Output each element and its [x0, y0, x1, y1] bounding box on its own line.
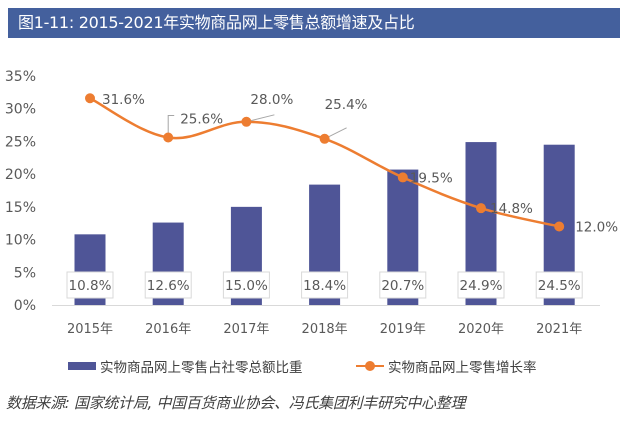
line-data-label: 31.6% [102, 92, 145, 108]
y-tick-label: 0% [14, 298, 36, 314]
line-point [85, 93, 95, 104]
y-tick-label: 30% [5, 102, 36, 118]
line-point [241, 116, 252, 127]
bar-data-label-box [222, 271, 270, 299]
bar-data-label: 18.4% [303, 278, 346, 294]
line-data-label: 28.0% [250, 92, 293, 108]
bar-swatch-icon [68, 362, 96, 370]
y-tick-label: 5% [14, 265, 36, 281]
line-data-label: 19.5% [410, 170, 453, 186]
bar-data-label-box [457, 271, 505, 299]
x-tick-label: 2018年 [302, 322, 348, 337]
bar-data-label-box [379, 271, 427, 299]
x-tick-label: 2017年 [223, 322, 269, 337]
bar-data-label-box [66, 271, 114, 299]
figure-title: 图1-11: 2015-2021年实物商品网上零售总额增速及占比 [8, 8, 620, 38]
line-point [476, 203, 486, 214]
y-tick-label: 35% [5, 69, 36, 85]
bar-data-label-box [535, 271, 583, 299]
line-data-label: 25.4% [325, 97, 368, 113]
bar-data-label-box [144, 271, 192, 299]
line-point [397, 172, 408, 183]
bar-data-label-box [301, 271, 349, 299]
bar-data-label: 24.5% [538, 278, 581, 294]
x-axis: 2015年 2016年 2017年 2018年 2019年 2020年 2021年 [67, 322, 582, 337]
y-axis: 0% 5% 10% 15% 20% 25% 30% 35% [5, 69, 36, 314]
line-marker-swatch-icon [356, 361, 384, 371]
y-tick-label: 10% [5, 233, 36, 249]
x-tick-label: 2015年 [67, 322, 113, 337]
legend-label-bar: 实物商品网上零售占社零总额比重 [100, 360, 303, 376]
legend-item-bar: 实物商品网上零售占社零总额比重 [68, 356, 303, 376]
x-tick-label: 2021年 [536, 322, 582, 337]
line-data-label: 25.6% [180, 112, 223, 128]
line-data-label: 14.8% [490, 201, 533, 217]
line-series: 31.6% 25.6% 28.0% 25.4% 19.5% 14.8% 12.0% [85, 92, 618, 235]
line-point [163, 132, 174, 143]
x-tick-label: 2019年 [380, 322, 426, 337]
legend-item-line: 实物商品网上零售增长率 [356, 356, 537, 376]
line-point [554, 221, 565, 232]
bar-data-label: 12.6% [147, 278, 190, 294]
bar-data-label: 24.9% [460, 278, 503, 294]
bar-data-label: 20.7% [381, 278, 424, 294]
bar-data-label: 10.8% [69, 278, 112, 294]
y-tick-label: 15% [5, 200, 36, 216]
line-point [319, 133, 330, 144]
legend-label-line: 实物商品网上零售增长率 [388, 360, 537, 376]
x-tick-label: 2020年 [458, 322, 504, 337]
bar-data-labels: 10.8% 12.6% 15.0% 18.4% 20.7% 24.9% 24.5% [66, 271, 583, 299]
line-data-label: 12.0% [575, 219, 618, 235]
y-tick-label: 20% [5, 167, 36, 183]
y-tick-label: 25% [5, 134, 36, 150]
combo-chart: 0% 5% 10% 15% 20% 25% 30% 35% 10.8% 12.6% 15.0% 18… [5, 69, 618, 337]
data-source-note: 数据来源: 国家统计局, 中国百货商业协会、冯氏集团利丰研究中心整理 [6, 394, 466, 412]
bar-data-label: 15.0% [225, 278, 268, 294]
x-tick-label: 2016年 [145, 322, 191, 337]
leader-line [167, 115, 175, 138]
